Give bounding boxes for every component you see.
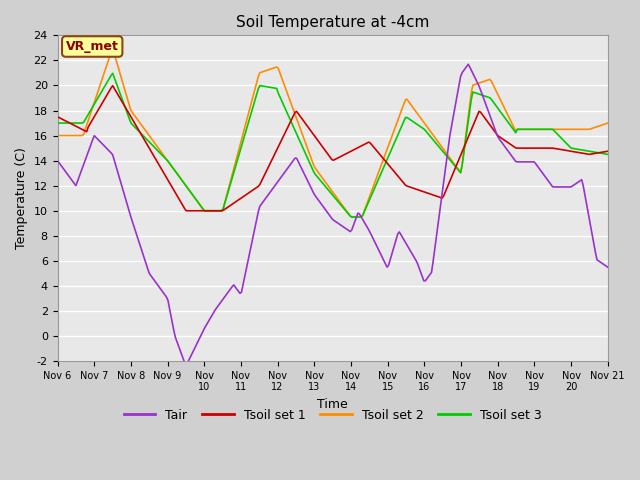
Legend: Tair, Tsoil set 1, Tsoil set 2, Tsoil set 3: Tair, Tsoil set 1, Tsoil set 2, Tsoil se… [119, 404, 547, 427]
Text: VR_met: VR_met [66, 40, 118, 53]
Y-axis label: Temperature (C): Temperature (C) [15, 147, 28, 249]
X-axis label: Time: Time [317, 398, 348, 411]
Title: Soil Temperature at -4cm: Soil Temperature at -4cm [236, 15, 429, 30]
